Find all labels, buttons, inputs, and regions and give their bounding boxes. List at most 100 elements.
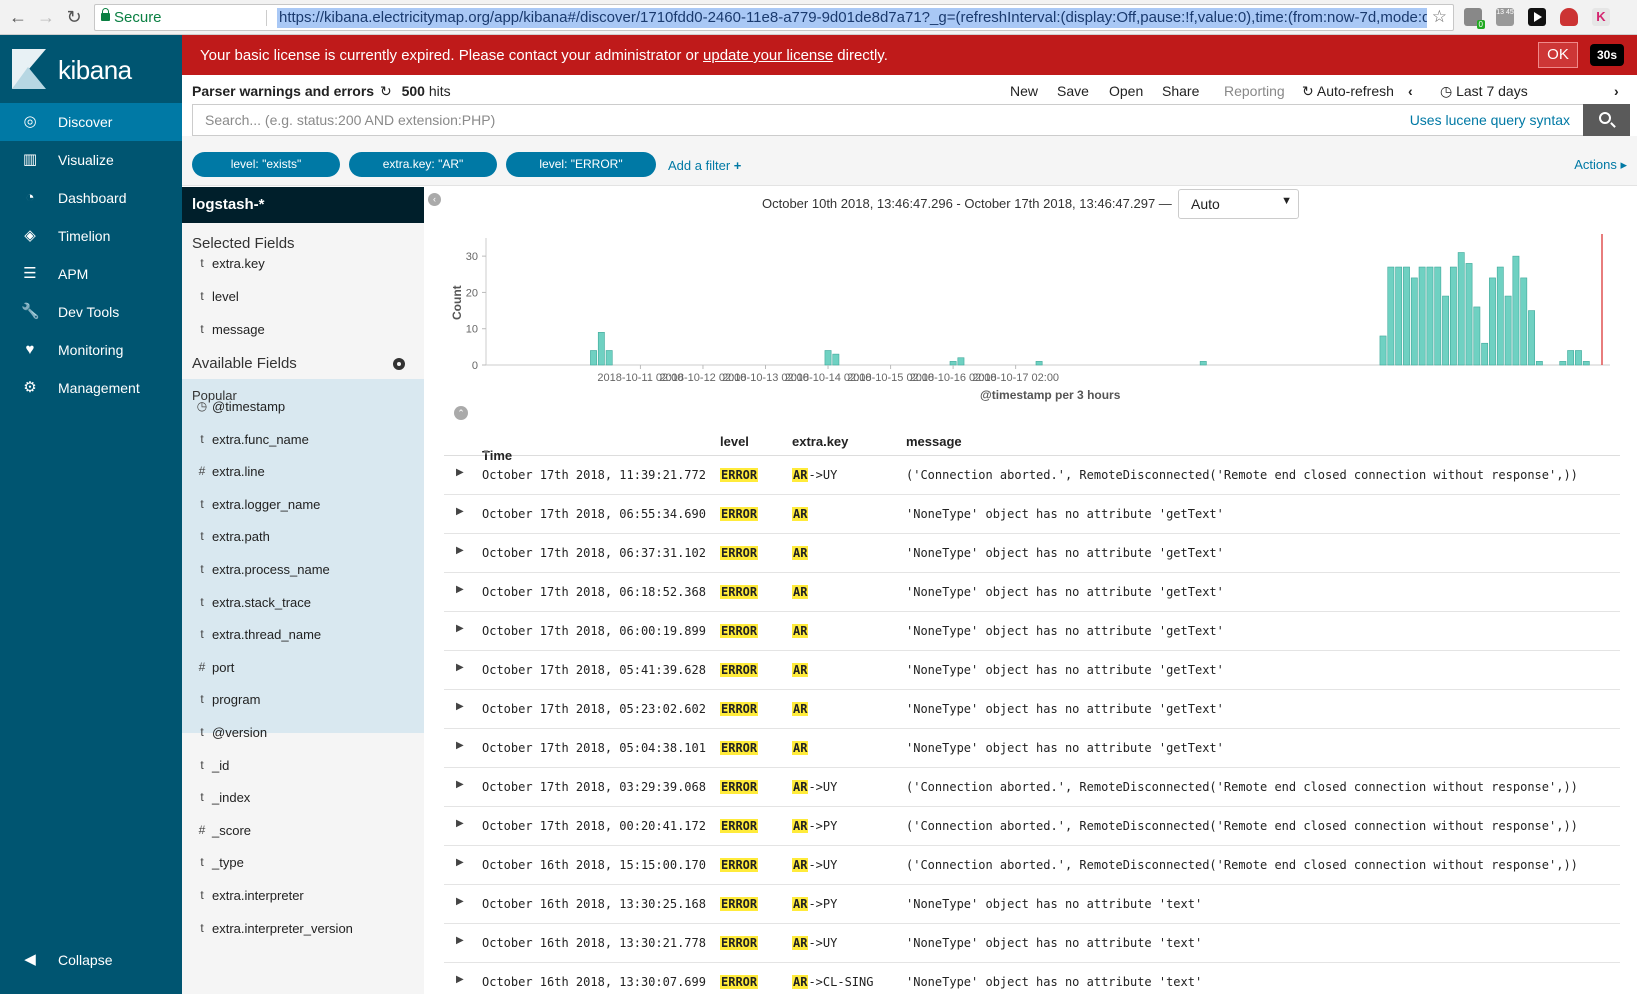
field-item[interactable]: t extra.func_name <box>182 425 424 455</box>
field-item[interactable]: t extra.stack_trace <box>182 588 424 618</box>
sidebar-item-management[interactable]: ⚙ Management <box>0 369 182 407</box>
field-item[interactable]: t level <box>182 282 424 312</box>
reporting-button[interactable]: Reporting <box>1224 83 1285 99</box>
expand-row-icon[interactable]: ▶ <box>456 506 464 517</box>
field-item[interactable]: t extra.interpreter <box>182 881 424 911</box>
field-item[interactable]: ◷ @timestamp <box>182 392 424 422</box>
field-item[interactable]: # extra.line <box>182 457 424 487</box>
new-button[interactable]: New <box>1010 83 1039 99</box>
share-button[interactable]: Share <box>1162 83 1200 99</box>
expand-row-icon[interactable]: ▶ <box>456 896 464 907</box>
calendar-extension-icon[interactable]: 13 45 <box>1496 8 1514 26</box>
search-button[interactable] <box>1583 104 1630 136</box>
update-license-link[interactable]: update your license <box>703 47 834 64</box>
url-text[interactable]: https://kibana.electricitymap.org/app/ki… <box>277 8 1427 28</box>
play-extension-icon[interactable] <box>1528 8 1546 26</box>
expand-row-icon[interactable]: ▶ <box>456 740 464 751</box>
expand-row-icon[interactable]: ▶ <box>456 467 464 478</box>
table-row[interactable]: ▶ October 17th 2018, 05:04:38.101 ERROR AR '… <box>444 729 1620 768</box>
sidebar-item-timelion[interactable]: ◈ Timelion <box>0 217 182 255</box>
extension-icon[interactable]: 0 <box>1464 8 1485 29</box>
table-row[interactable]: ▶ October 17th 2018, 06:37:31.102 ERROR AR '… <box>444 534 1620 573</box>
column-header-level[interactable]: level <box>720 434 749 449</box>
field-item[interactable]: t extra.interpreter_version <box>182 914 424 944</box>
field-item[interactable]: t extra.process_name <box>182 555 424 585</box>
table-row[interactable]: ▶ October 16th 2018, 13:30:21.778 ERROR AR-… <box>444 924 1620 963</box>
column-header-message[interactable]: message <box>906 434 962 449</box>
expand-row-icon[interactable]: ▶ <box>456 662 464 673</box>
column-header-extra-key[interactable]: extra.key <box>792 434 849 449</box>
field-item[interactable]: t @version <box>182 718 424 748</box>
address-bar[interactable]: Secure https://kibana.electricitymap.org… <box>94 4 1454 31</box>
table-row[interactable]: ▶ October 16th 2018, 15:15:00.170 ERROR AR-… <box>444 846 1620 885</box>
filter-pill[interactable]: level: "exists" <box>192 152 340 177</box>
cell-level: ERROR <box>720 741 759 755</box>
expand-row-icon[interactable]: ▶ <box>456 935 464 946</box>
field-item[interactable]: t program <box>182 685 424 715</box>
lucene-syntax-link[interactable]: Uses lucene query syntax <box>1409 112 1570 128</box>
field-item[interactable]: t _type <box>182 848 424 878</box>
kibana-extension-icon[interactable]: K <box>1592 8 1610 26</box>
field-item[interactable]: t extra.thread_name <box>182 620 424 650</box>
filter-actions-button[interactable]: Actions ▸ <box>1574 157 1627 173</box>
expand-row-icon[interactable]: ▶ <box>456 974 464 985</box>
field-item[interactable]: t extra.logger_name <box>182 490 424 520</box>
table-row[interactable]: ▶ October 16th 2018, 13:30:07.699 ERROR AR-… <box>444 963 1620 994</box>
back-arrow-icon[interactable]: ← <box>9 7 27 27</box>
table-row[interactable]: ▶ October 17th 2018, 06:18:52.368 ERROR AR '… <box>444 573 1620 612</box>
reload-icon[interactable]: ↻ <box>66 7 82 27</box>
search-input[interactable]: Search... (e.g. status:200 AND extension… <box>192 104 1583 136</box>
table-row[interactable]: ▶ October 17th 2018, 06:00:19.899 ERROR AR '… <box>444 612 1620 651</box>
expand-row-icon[interactable]: ▶ <box>456 545 464 556</box>
time-forward-chevron-icon[interactable]: › <box>1614 83 1619 99</box>
field-item[interactable]: # _score <box>182 816 424 846</box>
table-row[interactable]: ▶ October 17th 2018, 00:20:41.172 ERROR AR-… <box>444 807 1620 846</box>
table-row[interactable]: ▶ October 17th 2018, 05:23:02.602 ERROR AR '… <box>444 690 1620 729</box>
interval-select[interactable]: Auto ▼ <box>1178 189 1299 219</box>
highlight-level: ERROR <box>720 702 759 716</box>
field-item[interactable]: # port <box>182 653 424 683</box>
collapse-chart-chevron-icon[interactable]: ⌃ <box>454 406 468 420</box>
secure-indicator[interactable]: Secure <box>101 8 162 26</box>
table-row[interactable]: ▶ October 16th 2018, 13:30:25.168 ERROR AR-… <box>444 885 1620 924</box>
open-button[interactable]: Open <box>1109 83 1144 99</box>
field-item[interactable]: t _id <box>182 751 424 781</box>
sidebar-item-visualize[interactable]: ▥ Visualize <box>0 141 182 179</box>
expand-row-icon[interactable]: ▶ <box>456 779 464 790</box>
forward-arrow-icon[interactable]: → <box>37 7 55 27</box>
table-row[interactable]: ▶ October 17th 2018, 03:29:39.068 ERROR AR-… <box>444 768 1620 807</box>
sidebar-item-monitoring[interactable]: ♥ Monitoring <box>0 331 182 369</box>
table-row[interactable]: ▶ October 17th 2018, 06:55:34.690 ERROR AR '… <box>444 495 1620 534</box>
add-filter-button[interactable]: Add a filter + <box>668 158 741 173</box>
expand-row-icon[interactable]: ▶ <box>456 701 464 712</box>
field-settings-gear-icon[interactable] <box>393 358 405 370</box>
expand-row-icon[interactable]: ▶ <box>456 857 464 868</box>
bookmark-star-icon[interactable]: ☆ <box>1431 7 1447 26</box>
filter-pill[interactable]: extra.key: "AR" <box>349 152 497 177</box>
sidebar-item-discover[interactable]: ◎ Discover <box>0 103 182 141</box>
field-item[interactable]: t message <box>182 315 424 345</box>
time-back-chevron-icon[interactable]: ‹ <box>1408 83 1413 99</box>
expand-row-icon[interactable]: ▶ <box>456 818 464 829</box>
auto-refresh-button[interactable]: ↻ Auto-refresh <box>1302 83 1394 100</box>
play-icon <box>1534 12 1542 22</box>
index-pattern-selector[interactable]: logstash-* <box>182 187 424 223</box>
save-button[interactable]: Save <box>1057 83 1089 99</box>
table-row[interactable]: ▶ October 17th 2018, 11:39:21.772 ERROR AR-… <box>444 456 1620 495</box>
sidebar-item-dev-tools[interactable]: 🔧 Dev Tools <box>0 293 182 331</box>
field-item[interactable]: t extra.path <box>182 522 424 552</box>
field-item[interactable]: t _index <box>182 783 424 813</box>
time-picker-button[interactable]: ◷ Last 7 days <box>1440 83 1528 100</box>
field-item[interactable]: t extra.key <box>182 249 424 279</box>
refresh-icon[interactable]: ↻ <box>379 83 392 99</box>
filter-pill[interactable]: level: "ERROR" <box>506 152 656 177</box>
sidebar-item-apm[interactable]: ☰ APM <box>0 255 182 293</box>
table-row[interactable]: ▶ October 17th 2018, 05:41:39.628 ERROR AR '… <box>444 651 1620 690</box>
expand-row-icon[interactable]: ▶ <box>456 584 464 595</box>
dismiss-ok-button[interactable]: OK <box>1538 42 1578 68</box>
sidebar-collapse-button[interactable]: ◀ Collapse <box>0 941 182 979</box>
expand-row-icon[interactable]: ▶ <box>456 623 464 634</box>
shield-extension-icon[interactable] <box>1560 8 1578 26</box>
collapse-sidebar-chevron-icon[interactable]: ‹ <box>428 193 441 206</box>
sidebar-item-dashboard[interactable]: ◔ Dashboard <box>0 179 182 217</box>
